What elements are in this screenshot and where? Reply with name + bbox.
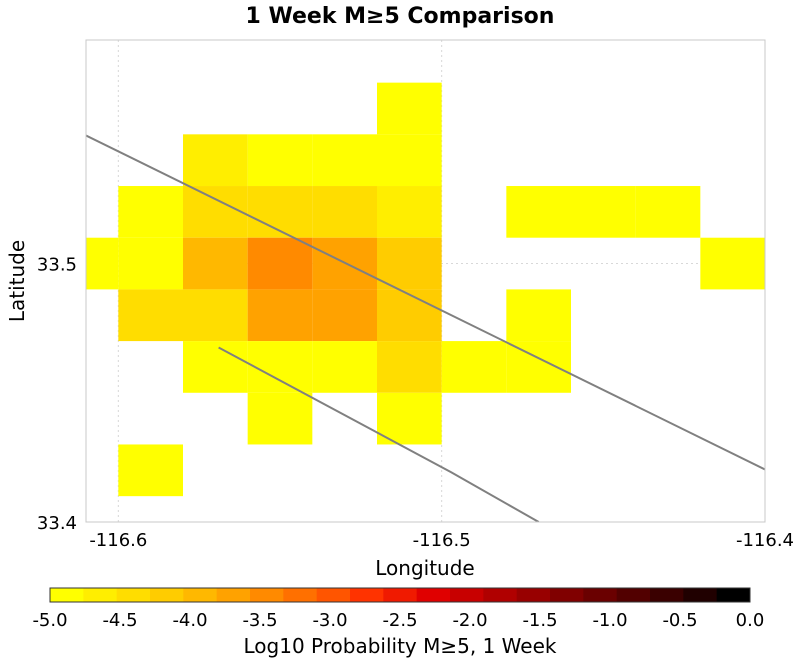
heatmap-cell	[441, 341, 507, 393]
heatmap-cell	[183, 134, 248, 187]
heatmap-cell	[247, 289, 313, 342]
heatmap-cell	[247, 134, 313, 187]
heatmap-cell	[377, 341, 442, 393]
colorbar-tick-label: -3.0	[312, 610, 347, 631]
colorbar-ticks: -5.0 -4.5 -4.0 -3.5 -3.0 -2.5 -2.0 -1.5 -1.0 -0.5…	[32, 610, 764, 631]
y-axis-ticks: 33.4 33.5	[37, 255, 77, 534]
colorbar-segment	[350, 588, 384, 602]
heatmap-cell	[183, 341, 248, 393]
heatmap-cell	[118, 444, 183, 497]
plot-border	[85, 39, 766, 523]
colorbar-tick-label: -3.5	[242, 610, 277, 631]
colorbar-label: Log10 Probability M≥5, 1 Week	[244, 634, 557, 658]
heatmap-cell	[118, 237, 183, 290]
heatmap-cell	[118, 289, 183, 342]
colorbar-tick-label: -1.0	[592, 610, 627, 631]
heatmap-cell	[312, 289, 377, 342]
colorbar-segment	[683, 588, 718, 602]
colorbar-segment	[416, 588, 451, 602]
colorbar-segment	[183, 588, 218, 602]
colorbar-segment	[716, 588, 751, 602]
x-tick-label: -116.5	[413, 530, 471, 551]
heatmap-cell	[312, 341, 377, 393]
colorbar-segment	[216, 588, 251, 602]
colorbar-segment	[483, 588, 518, 602]
colorbar-segment	[50, 588, 84, 602]
chart-title: 1 Week M≥5 Comparison	[246, 4, 555, 29]
fault-line-1	[218, 346, 540, 522]
colorbar-tick-label: -4.5	[102, 610, 137, 631]
heatmap-cell	[635, 186, 701, 238]
colorbar-tick-label: -4.0	[172, 610, 207, 631]
fault-lines	[86, 134, 765, 522]
x-tick-label: -116.4	[736, 530, 794, 551]
heatmap-cell	[377, 186, 442, 238]
heatmap-cell	[700, 237, 765, 290]
colorbar-segment	[516, 588, 551, 602]
heatmap-cell	[506, 341, 571, 393]
colorbar-tick-label: -2.0	[452, 610, 487, 631]
y-tick-label: 33.5	[37, 255, 77, 276]
heatmap-cell	[377, 134, 442, 187]
heatmap-cells	[86, 82, 765, 497]
heatmap-cell	[377, 289, 442, 342]
x-axis-ticks: -116.6 -116.5 -116.4	[89, 530, 794, 551]
heatmap-cell	[247, 237, 313, 290]
y-axis-label: Latitude	[5, 240, 29, 322]
colorbar-tick-label: -2.5	[382, 610, 417, 631]
heatmap-cell	[247, 186, 313, 238]
colorbar-segment	[650, 588, 684, 602]
colorbar-segment	[616, 588, 651, 602]
colorbar-segment	[316, 588, 351, 602]
heatmap-cell	[312, 134, 377, 187]
x-tick-label: -116.6	[89, 530, 147, 551]
colorbar-tick-label: -1.5	[522, 610, 557, 631]
colorbar-segment	[283, 588, 318, 602]
heatmap-cell	[247, 341, 313, 393]
heatmap-cell	[86, 237, 119, 290]
colorbar-segment	[450, 588, 484, 602]
heatmap-cell	[571, 186, 636, 238]
heatmap-cell	[183, 237, 248, 290]
heatmap-cell	[377, 392, 442, 445]
colorbar-tick-label: 0.0	[736, 610, 765, 631]
colorbar-tick-label: -5.0	[32, 610, 67, 631]
heatmap-cell	[118, 186, 183, 238]
colorbar-segment	[383, 588, 418, 602]
heatmap-cell	[506, 289, 571, 342]
y-tick-label: 33.4	[37, 513, 77, 534]
colorbar-segment	[116, 588, 151, 602]
colorbar-segment	[583, 588, 618, 602]
colorbar-tick-label: -0.5	[662, 610, 697, 631]
heatmap-cell	[183, 289, 248, 342]
heatmap-cell	[377, 82, 442, 135]
heatmap-cell	[312, 186, 377, 238]
colorbar-border	[49, 587, 751, 603]
heatmap-cell	[183, 186, 248, 238]
colorbar-segment	[150, 588, 184, 602]
x-axis-label: Longitude	[375, 556, 474, 580]
heatmap-cell	[506, 186, 571, 238]
heatmap-cell	[377, 237, 442, 290]
colorbar-segment	[550, 588, 584, 602]
colorbar-segment	[250, 588, 284, 602]
colorbar	[49, 587, 751, 603]
fault-line-0	[86, 134, 765, 471]
heatmap-cell	[247, 392, 313, 445]
colorbar-segment	[83, 588, 118, 602]
